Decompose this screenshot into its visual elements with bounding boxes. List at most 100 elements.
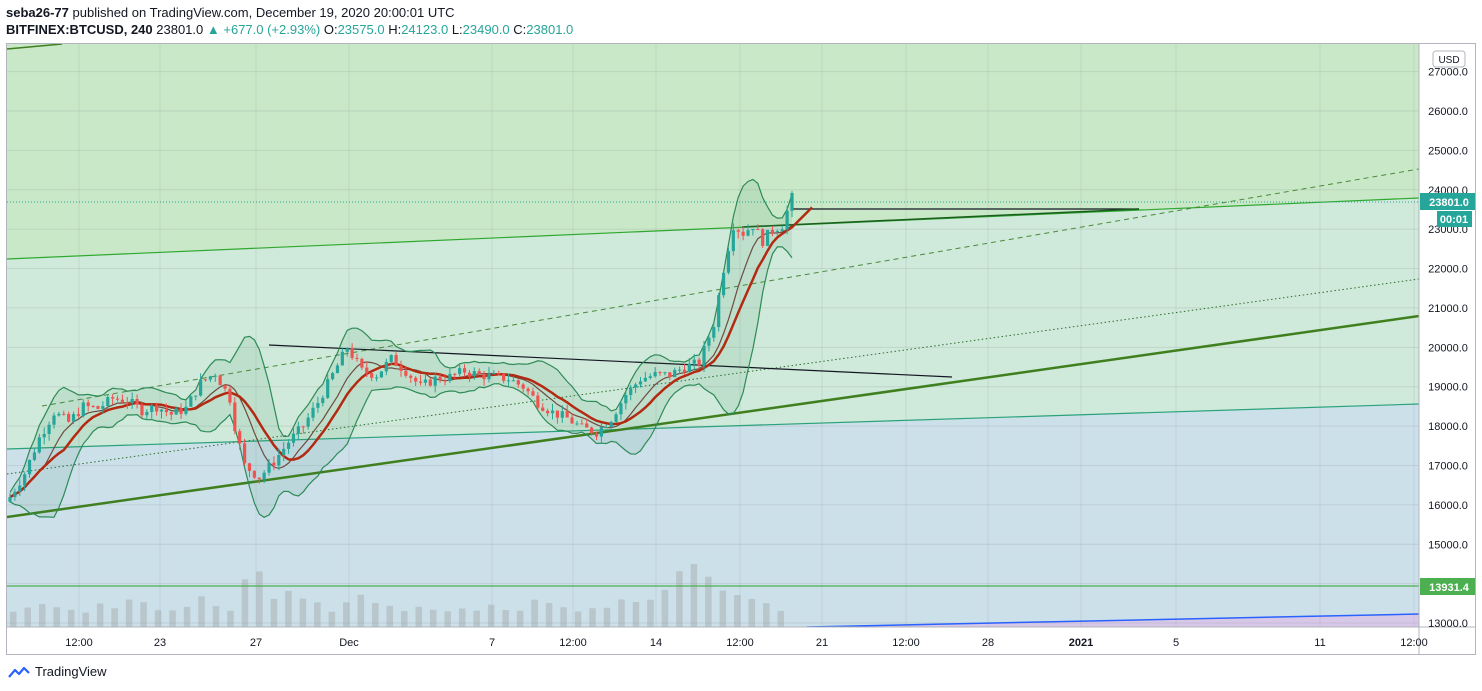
candle-body <box>770 229 775 232</box>
candle-body <box>81 402 85 416</box>
time-tick-label: 28 <box>982 637 994 649</box>
candle-body <box>467 372 472 377</box>
candle-body <box>751 228 755 231</box>
candle-body <box>546 410 550 414</box>
candle-body <box>604 427 608 429</box>
volume-bar <box>676 571 683 627</box>
time-tick-label: Dec <box>339 637 359 649</box>
chart-area[interactable]: USD 13000.014000.015000.016000.017000.01… <box>6 43 1476 655</box>
candle-body <box>199 379 203 396</box>
candle-body <box>223 385 227 389</box>
candle-body <box>580 423 584 425</box>
volume-bar <box>140 602 147 627</box>
volume-bar <box>212 606 220 627</box>
candle-body <box>594 433 599 437</box>
currency-badge[interactable]: USD <box>1432 50 1466 68</box>
candle-body <box>541 407 545 411</box>
candle-body <box>47 424 51 434</box>
candle-body <box>585 423 589 428</box>
rising-wedge-line <box>741 208 1140 228</box>
candle-body <box>301 426 305 428</box>
price-tick-label: 26000.0 <box>1428 106 1468 118</box>
candle-body <box>291 433 296 443</box>
candle-body <box>717 295 721 328</box>
candle-body <box>71 414 76 422</box>
upper-channel-fill <box>7 44 1419 259</box>
candle-body <box>668 372 672 378</box>
candle-body <box>91 406 95 408</box>
footer-brand[interactable]: TradingView <box>8 664 107 679</box>
volume-bar <box>125 599 133 627</box>
candle-body <box>374 377 379 379</box>
candle-body <box>228 388 232 403</box>
time-axis[interactable]: 12:00 23 27 Dec 7 12:00 14 12:00 21 12:00 28 2021 5 1… <box>65 637 1428 649</box>
candle-body <box>316 403 320 408</box>
candle-body <box>673 369 677 378</box>
publisher-name[interactable]: seba26-77 <box>6 5 69 20</box>
candle-body <box>477 371 481 374</box>
candle-body <box>155 405 159 412</box>
volume-bar <box>632 602 640 627</box>
candle-body <box>790 192 794 211</box>
candle-body <box>682 369 687 372</box>
candle-body <box>321 397 325 404</box>
candle-body <box>286 442 291 449</box>
candle-body <box>590 427 594 434</box>
candle-body <box>360 358 364 368</box>
publish-text: published on TradingView.com, December 1… <box>68 5 455 20</box>
volume-bar <box>777 610 785 627</box>
price-tick-label: 13000.0 <box>1428 618 1468 630</box>
candle-body <box>370 373 374 378</box>
candle-body <box>692 359 696 364</box>
volume-bar <box>545 602 553 627</box>
volume-bars <box>10 563 785 627</box>
candle-body <box>164 409 168 413</box>
volume-bar <box>444 611 451 627</box>
candle-body <box>8 497 12 502</box>
volume-bar <box>256 571 263 627</box>
candle-body <box>67 413 71 422</box>
volume-bar <box>314 602 321 627</box>
candle-body <box>267 462 271 473</box>
candle-body <box>238 431 242 444</box>
close-label: C: <box>513 22 527 37</box>
candle-body <box>257 477 261 480</box>
low-label: L: <box>451 22 463 37</box>
candle-body <box>23 474 27 486</box>
candle-body <box>531 391 535 396</box>
symbol-label: BITFINEX:BTCUSD, 240 <box>6 22 153 37</box>
candle-body <box>677 369 682 371</box>
candle-body <box>575 423 579 425</box>
candle-body <box>394 355 398 366</box>
candle-body <box>52 415 56 425</box>
candle-body <box>731 230 735 252</box>
volume-bar <box>574 611 582 627</box>
time-tick-label: 12:00 <box>1400 637 1428 649</box>
candlesticks <box>8 190 794 503</box>
volume-bar <box>67 609 75 627</box>
volume-bar <box>82 612 89 627</box>
mid-teal-line <box>7 403 1419 450</box>
time-tick-label: 12:00 <box>726 637 754 649</box>
candle-body <box>521 384 525 389</box>
high-value: 24123.0 <box>401 22 449 37</box>
candle-body <box>555 410 559 418</box>
candle-body <box>614 414 618 422</box>
candle-body <box>765 229 770 246</box>
volume-bar <box>502 610 509 627</box>
candle-body <box>282 448 286 456</box>
candle-body <box>570 417 574 424</box>
close-value: 23801.0 <box>526 22 574 37</box>
candle-body <box>648 376 652 378</box>
candle-body <box>194 395 198 397</box>
channel-fills <box>7 44 1419 627</box>
upper-channel-line <box>7 197 1419 260</box>
candle-body <box>453 373 457 375</box>
candle-body <box>208 376 212 380</box>
dotted-trendline <box>7 278 1419 475</box>
time-tick-label: 12:00 <box>892 637 920 649</box>
publish-info: seba26-77 published on TradingView.com, … <box>6 5 455 20</box>
price-chart[interactable]: USD 13000.014000.015000.016000.017000.01… <box>7 44 1476 655</box>
volume-bar <box>748 598 756 627</box>
price-axis[interactable]: 13000.014000.015000.016000.017000.018000… <box>1428 67 1468 630</box>
